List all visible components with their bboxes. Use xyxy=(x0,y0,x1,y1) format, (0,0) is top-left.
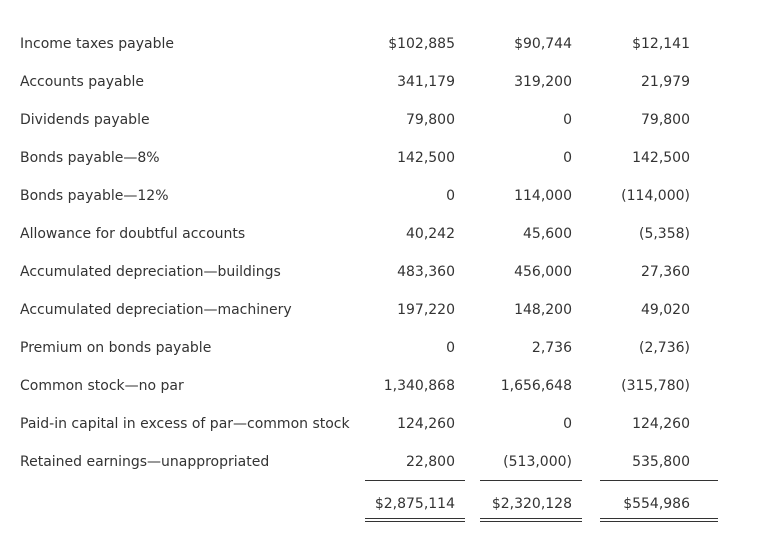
row-label: Accumulated depreciation—buildings xyxy=(20,264,281,280)
total: $554,986 xyxy=(623,496,690,512)
amount: 483,360 xyxy=(397,264,455,280)
row-label: Paid-in capital in excess of par—common … xyxy=(20,416,350,432)
row-label: Allowance for doubtful accounts xyxy=(20,226,246,242)
amount: (315,780) xyxy=(621,378,690,394)
amount: 341,179 xyxy=(397,74,455,90)
amount: 114,000 xyxy=(514,188,572,204)
amount: 0 xyxy=(446,188,455,204)
amount: 124,260 xyxy=(397,416,455,432)
amount: 319,200 xyxy=(514,74,572,90)
amount: 148,200 xyxy=(514,302,572,318)
amount: 79,800 xyxy=(406,112,455,128)
amount: 79,800 xyxy=(641,112,690,128)
amount: 142,500 xyxy=(632,150,690,166)
underline xyxy=(600,480,718,481)
row-label: Retained earnings—unappropriated xyxy=(20,454,270,470)
row-label: Dividends payable xyxy=(20,112,150,128)
double-underline xyxy=(480,518,582,519)
amount: 2,736 xyxy=(531,340,572,356)
double-underline xyxy=(365,521,465,522)
amount: (5,358) xyxy=(638,226,690,242)
amount: 0 xyxy=(563,112,572,128)
amount: 124,260 xyxy=(632,416,690,432)
amount: 535,800 xyxy=(632,454,690,470)
row-label: Income taxes payable xyxy=(20,36,174,52)
amount: 27,360 xyxy=(641,264,690,280)
amount: $102,885 xyxy=(388,36,455,52)
total: $2,320,128 xyxy=(491,496,572,512)
amount: 0 xyxy=(563,416,572,432)
total: $2,875,114 xyxy=(374,496,455,512)
amount: 0 xyxy=(446,340,455,356)
row-label: Accumulated depreciation—machinery xyxy=(20,302,292,318)
amount: 22,800 xyxy=(406,454,455,470)
double-underline xyxy=(480,521,582,522)
row-label: Common stock—no par xyxy=(20,378,184,394)
row-label: Premium on bonds payable xyxy=(20,340,212,356)
amount: 1,656,648 xyxy=(500,378,572,394)
amount: 21,979 xyxy=(641,74,690,90)
amount: (114,000) xyxy=(621,188,690,204)
underline xyxy=(365,480,465,481)
amount: 49,020 xyxy=(641,302,690,318)
amount: 45,600 xyxy=(523,226,572,242)
amount: (513,000) xyxy=(503,454,572,470)
double-underline xyxy=(600,518,718,519)
amount: 0 xyxy=(563,150,572,166)
row-label: Bonds payable—8% xyxy=(20,150,160,166)
amount: 456,000 xyxy=(514,264,572,280)
amount: $12,141 xyxy=(632,36,690,52)
row-label: Bonds payable—12% xyxy=(20,188,169,204)
double-underline xyxy=(365,518,465,519)
amount: 142,500 xyxy=(397,150,455,166)
double-underline xyxy=(600,521,718,522)
row-label: Accounts payable xyxy=(20,74,144,90)
amount: 1,340,868 xyxy=(383,378,455,394)
amount: 40,242 xyxy=(406,226,455,242)
amount: $90,744 xyxy=(514,36,572,52)
amount: (2,736) xyxy=(638,340,690,356)
underline xyxy=(480,480,582,481)
amount: 197,220 xyxy=(397,302,455,318)
